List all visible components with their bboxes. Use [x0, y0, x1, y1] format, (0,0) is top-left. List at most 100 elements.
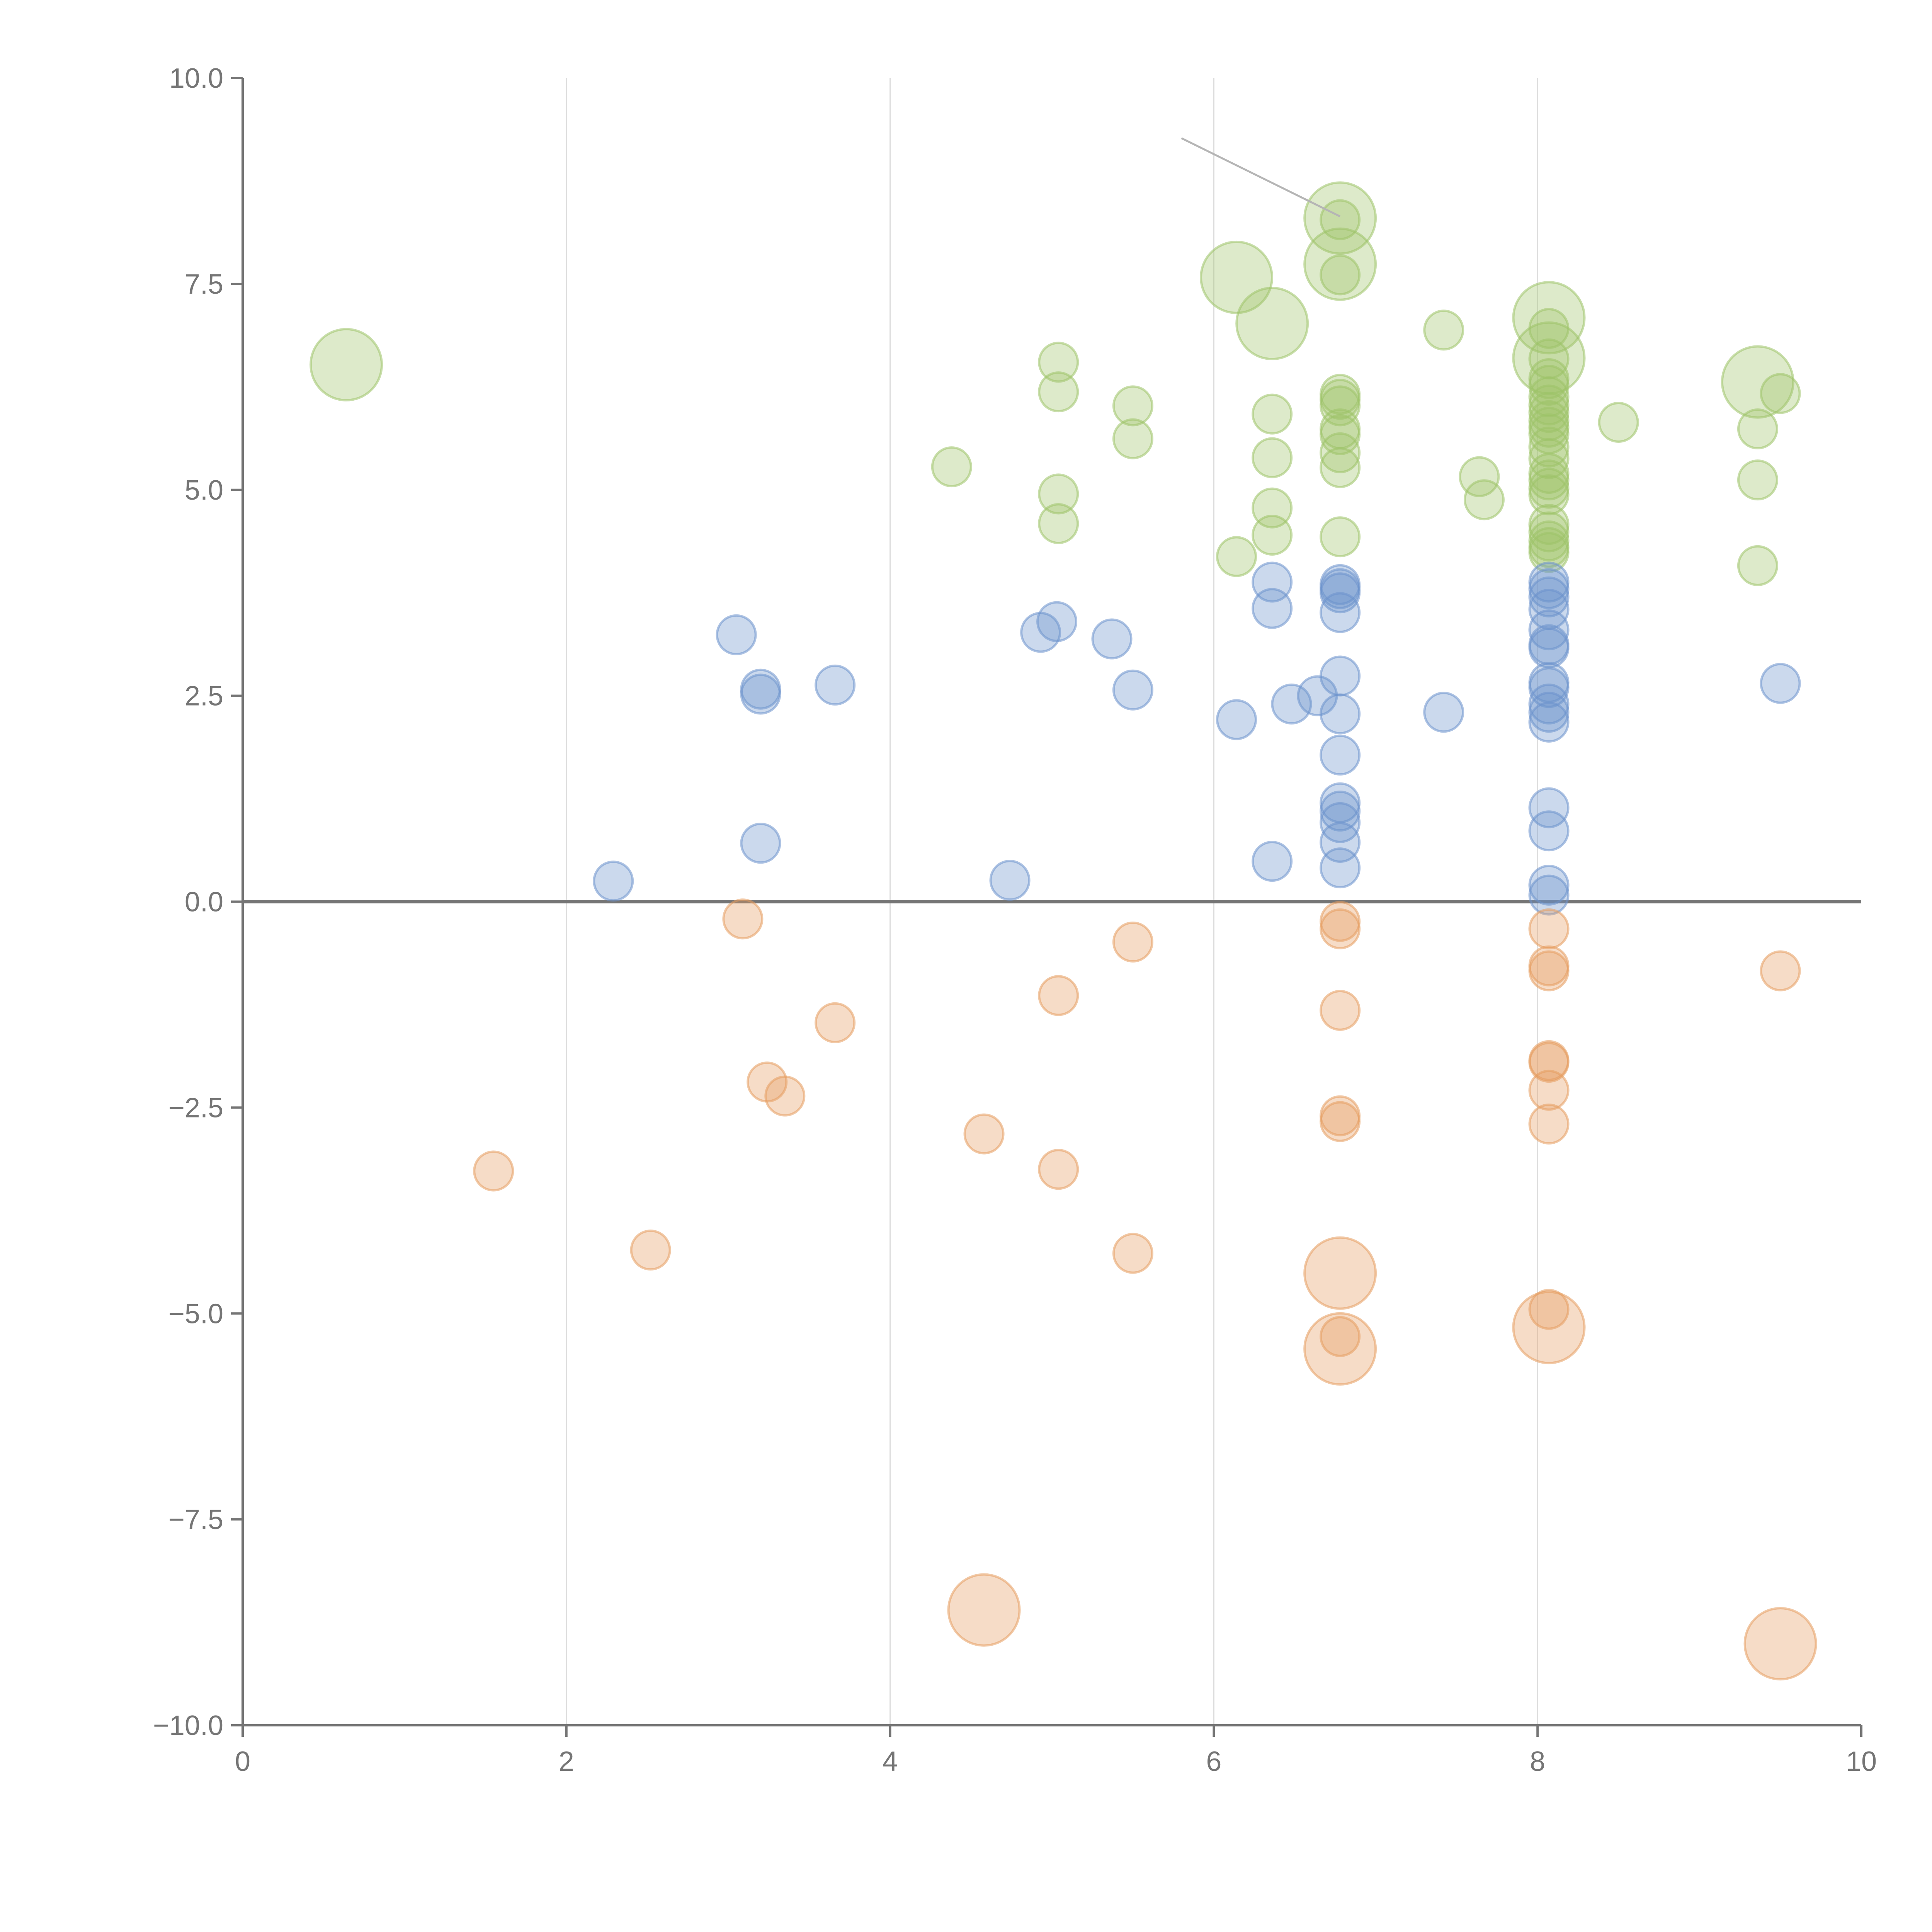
orange-data-point — [1528, 1104, 1570, 1145]
blue-data-point — [1320, 735, 1361, 776]
green-data-point — [1252, 514, 1293, 556]
blue-data-point — [1528, 692, 1570, 733]
green-data-point — [1320, 254, 1361, 296]
orange-data-point — [1512, 1291, 1586, 1364]
green-data-point — [1320, 199, 1361, 240]
green-data-point — [1320, 385, 1361, 427]
y-tick-label: −2.5 — [168, 1092, 223, 1123]
tick-label-layer: 0 2 4 6 8 10 10.0 7.5 5.0 2.5 0.0 −2.5 −5.0 −7.5 −10.0 — [153, 63, 1877, 1777]
blue-data-point — [989, 860, 1031, 901]
y-tick-label: 10.0 — [169, 63, 223, 94]
x-tick-label: 10 — [1846, 1746, 1877, 1777]
blue-data-point — [1528, 627, 1570, 668]
blue-data-point — [1528, 874, 1570, 916]
green-data-point — [1598, 401, 1639, 443]
green-data-point — [1303, 181, 1377, 255]
green-data-point — [1320, 414, 1361, 455]
green-data-point — [1528, 308, 1570, 349]
y-tick-label: 0.0 — [185, 887, 223, 918]
orange-data-point — [1303, 1236, 1377, 1310]
orange-data-point — [1320, 1316, 1361, 1357]
blue-data-point — [1528, 701, 1570, 743]
blue-data-point — [1252, 588, 1293, 629]
blue-data-point — [1528, 810, 1570, 852]
orange-data-point — [815, 1002, 856, 1043]
orange-data-point — [1528, 1289, 1570, 1330]
orange-data-point — [1528, 908, 1570, 949]
green-data-point — [1320, 432, 1361, 473]
blue-data-point — [1528, 576, 1570, 617]
green-data-point — [1721, 345, 1794, 419]
orange-data-point — [1528, 950, 1570, 992]
y-tick-label: −10.0 — [153, 1710, 223, 1741]
green-data-point — [1737, 408, 1778, 450]
x-tick-label: 8 — [1530, 1746, 1545, 1777]
y-tick-label: 2.5 — [185, 681, 223, 712]
orange-data-point — [1320, 990, 1361, 1031]
green-data-point — [1038, 371, 1079, 413]
orange-data-point — [630, 1230, 671, 1271]
green-data-point — [310, 328, 383, 401]
x-tick-label: 6 — [1206, 1746, 1221, 1777]
green-data-point — [1235, 287, 1309, 361]
green-data-point — [1112, 385, 1153, 427]
annotation-layer — [1181, 137, 1341, 218]
orange-data-point — [1320, 908, 1361, 949]
x-tick-label: 4 — [883, 1746, 898, 1777]
orange-data-point — [764, 1075, 806, 1117]
orange-data-point — [1320, 1101, 1361, 1142]
blue-data-point — [1320, 693, 1361, 735]
green-data-point — [931, 446, 972, 488]
blue-data-point — [1760, 663, 1801, 704]
annotation-leader-line — [1181, 137, 1341, 218]
blue-data-point — [1423, 692, 1464, 733]
orange-data-point — [1760, 950, 1801, 992]
blue-data-point — [815, 664, 856, 706]
blue-data-point — [1271, 683, 1312, 724]
blue-data-point — [1528, 787, 1570, 828]
orange-data-point — [1038, 975, 1079, 1016]
green-data-point — [1320, 447, 1361, 488]
y-tick-label: 7.5 — [185, 269, 223, 300]
green-data-point — [1423, 310, 1464, 351]
blue-data-point — [1320, 592, 1361, 633]
green-data-point — [1038, 342, 1079, 383]
green-data-point — [1216, 536, 1257, 577]
green-data-point — [1528, 438, 1570, 479]
green-data-point — [1252, 437, 1293, 478]
orange-data-point — [1528, 1042, 1570, 1083]
green-data-point — [1200, 240, 1274, 314]
blue-data-point — [1091, 618, 1133, 660]
orange-data-point — [1528, 1070, 1570, 1111]
green-data-point — [1760, 373, 1801, 414]
orange-data-point — [1038, 1149, 1079, 1190]
orange-data-point — [1743, 1607, 1817, 1680]
blue-data-point — [1528, 609, 1570, 651]
green-data-point — [1528, 474, 1570, 515]
blue-data-point — [1320, 847, 1361, 889]
orange-data-point — [947, 1573, 1021, 1647]
blue-data-point — [1252, 841, 1293, 882]
orange-data-point — [963, 1113, 1005, 1155]
blue-data-point — [1216, 699, 1257, 740]
green-data-point — [1528, 532, 1570, 573]
green-data-point — [1112, 418, 1153, 459]
green-data-point — [1038, 473, 1079, 515]
green-data-point — [1737, 545, 1778, 586]
blue-data-point — [1528, 667, 1570, 708]
green-data-point — [1737, 459, 1778, 501]
y-tick-label: −5.0 — [168, 1298, 223, 1329]
blue-data-point — [1528, 864, 1570, 906]
blue-data-point — [1320, 655, 1361, 697]
axis-layer — [231, 77, 1862, 1737]
orange-data-point — [1112, 1233, 1153, 1274]
blue-data-point — [1112, 669, 1153, 711]
blue-data-point — [1320, 791, 1361, 832]
y-tick-label: −7.5 — [168, 1504, 223, 1535]
x-tick-label: 2 — [559, 1746, 574, 1777]
green-data-point — [1252, 393, 1293, 435]
blue-data-point — [716, 614, 757, 655]
orange-data-point — [722, 898, 764, 940]
